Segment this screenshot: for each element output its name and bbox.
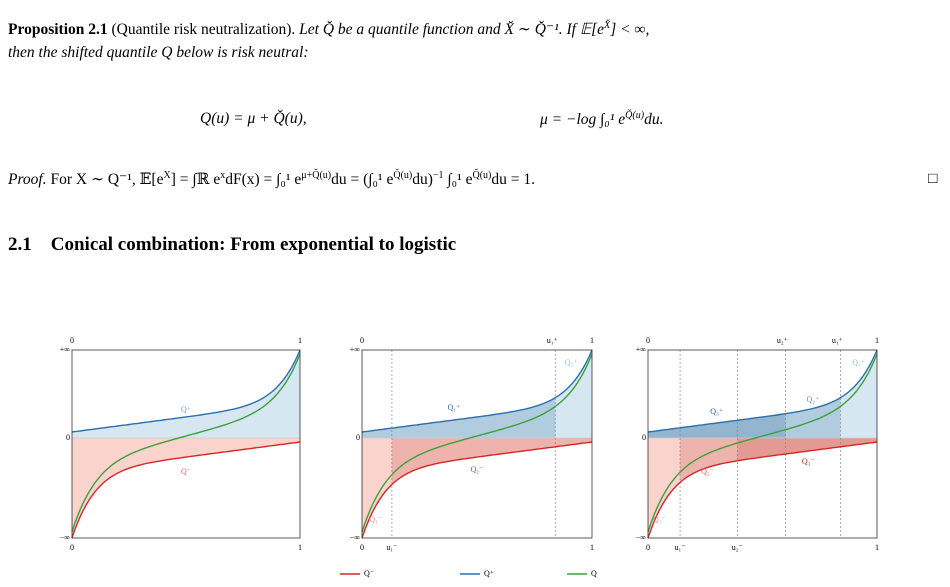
top-label: u₁⁺ — [547, 336, 558, 345]
qed: □ — [928, 170, 938, 187]
proposition-label: Proposition 2.1 — [8, 21, 108, 39]
q-minus-curve — [647, 441, 878, 539]
top-label: u₁⁺ — [832, 336, 843, 345]
top-label: 1 — [590, 336, 594, 345]
bottom-label: u₁⁻ — [386, 543, 397, 552]
bottom-label: 1 — [875, 543, 879, 552]
positive-region — [648, 350, 877, 438]
figure: 0 10 1+∞0−∞Q⁺Q⁻0 u₁⁺ 10 u₁⁻ 1+∞0−∞Q₁⁺Q₂⁺Q₂⁻Q₁⁻… — [60, 336, 879, 578]
proposition-statement: Let Q̆ be a quantile function and X̆ ∼ Q… — [299, 20, 650, 39]
proposition-name: (Quantile risk neutralization). — [111, 21, 296, 39]
math-text: ∫₀¹ e — [443, 171, 473, 189]
superscript: Q̆(u) — [625, 110, 645, 121]
math-text: du. — [644, 111, 664, 129]
math-text: dF(x) = ∫₀¹ e — [225, 171, 302, 189]
left-label: 0 — [356, 433, 360, 442]
legend-label: Q⁺ — [484, 569, 494, 578]
positive-region — [72, 350, 300, 438]
region-label: Q₁⁻ — [369, 515, 382, 524]
bottom-label: 1 — [298, 543, 302, 552]
bottom-label: 0 — [646, 543, 650, 552]
legend-label: Q⁻ — [364, 569, 374, 578]
section-title: Conical combination: From exponential to… — [50, 234, 457, 255]
region-label: Q₃⁻ — [802, 457, 815, 466]
math-text: μ = −log ∫₀¹ e — [540, 111, 626, 129]
equation-right: μ = −log ∫₀¹ eQ̆(u)du. — [540, 110, 663, 129]
proposition-line: Proposition 2.1 (Quantile risk neutraliz… — [8, 20, 649, 39]
region-label: Q⁺ — [181, 405, 191, 414]
top-label: 1 — [298, 336, 302, 345]
math-text: ] < ∞, — [610, 21, 650, 39]
region-label: Q₂⁺ — [565, 358, 578, 367]
q-curve — [647, 353, 878, 533]
left-label: 0 — [642, 433, 646, 442]
negative-region — [362, 438, 592, 538]
region-label: Q₁⁺ — [852, 358, 865, 367]
top-label: 1 — [875, 336, 879, 345]
top-label: 0 — [70, 336, 74, 345]
superscript: Q̆(u) — [472, 170, 492, 181]
q-curve — [361, 353, 593, 533]
left-label: +∞ — [350, 345, 361, 354]
legend-label: Q — [591, 569, 597, 578]
top-label: u₂⁺ — [777, 336, 788, 345]
math-text: ] = ∫ℝ e — [170, 171, 221, 189]
positive-overlap — [648, 413, 786, 438]
superscript: μ+Q̆(u) — [301, 170, 332, 181]
left-label: −∞ — [350, 533, 361, 542]
math-text: Let Q̆ be a quantile function and X̆ ∼ Q… — [299, 21, 605, 39]
region-label: Q₁⁺ — [448, 403, 461, 412]
math-text: du = 1. — [491, 171, 535, 189]
bottom-label: u₁⁻ — [675, 543, 686, 552]
q-minus-curve — [361, 441, 593, 539]
region-label: Q₂⁻ — [701, 467, 714, 476]
left-label: 0 — [66, 433, 70, 442]
region-label: Q₂⁻ — [471, 465, 484, 474]
equation-left: Q(u) = μ + Q̆(u), — [200, 110, 307, 127]
superscript: Q̆(u) — [393, 170, 413, 181]
math-text: du) — [412, 171, 433, 189]
q-plus-curve — [361, 349, 593, 433]
frame — [361, 349, 593, 539]
left-label: −∞ — [636, 533, 647, 542]
q-curve — [71, 353, 301, 533]
math-text: For X ∼ Q⁻¹, 𝔼[e — [50, 171, 164, 189]
left-label: +∞ — [60, 345, 71, 354]
left-label: +∞ — [636, 345, 647, 354]
negative-overlap — [391, 438, 592, 485]
section-number: 2.1 — [8, 234, 32, 255]
q-minus-curve — [71, 441, 301, 539]
bottom-label: 1 — [590, 543, 594, 552]
superscript: x — [220, 170, 226, 181]
proof-line: Proof. For X ∼ Q⁻¹, 𝔼[eX] = ∫ℝ exdF(x) =… — [8, 170, 535, 189]
superscript: −1 — [432, 170, 444, 181]
region-label: Q⁻ — [181, 467, 191, 476]
region-label: Q₃⁺ — [710, 407, 723, 416]
bottom-label: 0 — [360, 543, 364, 552]
proposition-statement-2: then the shifted quantile Q below is ris… — [8, 44, 309, 61]
section-heading: 2.1 Conical combination: From exponentia… — [8, 234, 456, 256]
q-plus-curve — [647, 349, 878, 433]
proof-label: Proof. — [8, 171, 47, 189]
math-text: du = (∫₀¹ e — [331, 171, 394, 189]
bottom-label: 0 — [70, 543, 74, 552]
bottom-label: u₂⁻ — [732, 543, 743, 552]
top-label: 0 — [646, 336, 650, 345]
superscript: X — [163, 170, 171, 181]
negative-overlap — [680, 438, 877, 483]
negative-region — [648, 438, 877, 538]
left-label: −∞ — [60, 533, 71, 542]
q-plus-curve — [71, 349, 301, 433]
frame — [647, 349, 878, 539]
top-label: 0 — [360, 336, 364, 345]
negative-region — [72, 438, 300, 538]
superscript: X̆ — [604, 20, 611, 31]
region-label: Q₁⁻ — [653, 515, 666, 524]
proof-text: For X ∼ Q⁻¹, 𝔼[eX] = ∫ℝ exdF(x) = ∫₀¹ eμ… — [50, 170, 535, 189]
positive-region — [362, 350, 592, 438]
region-label: Q₂⁺ — [806, 395, 819, 404]
frame — [71, 349, 301, 539]
